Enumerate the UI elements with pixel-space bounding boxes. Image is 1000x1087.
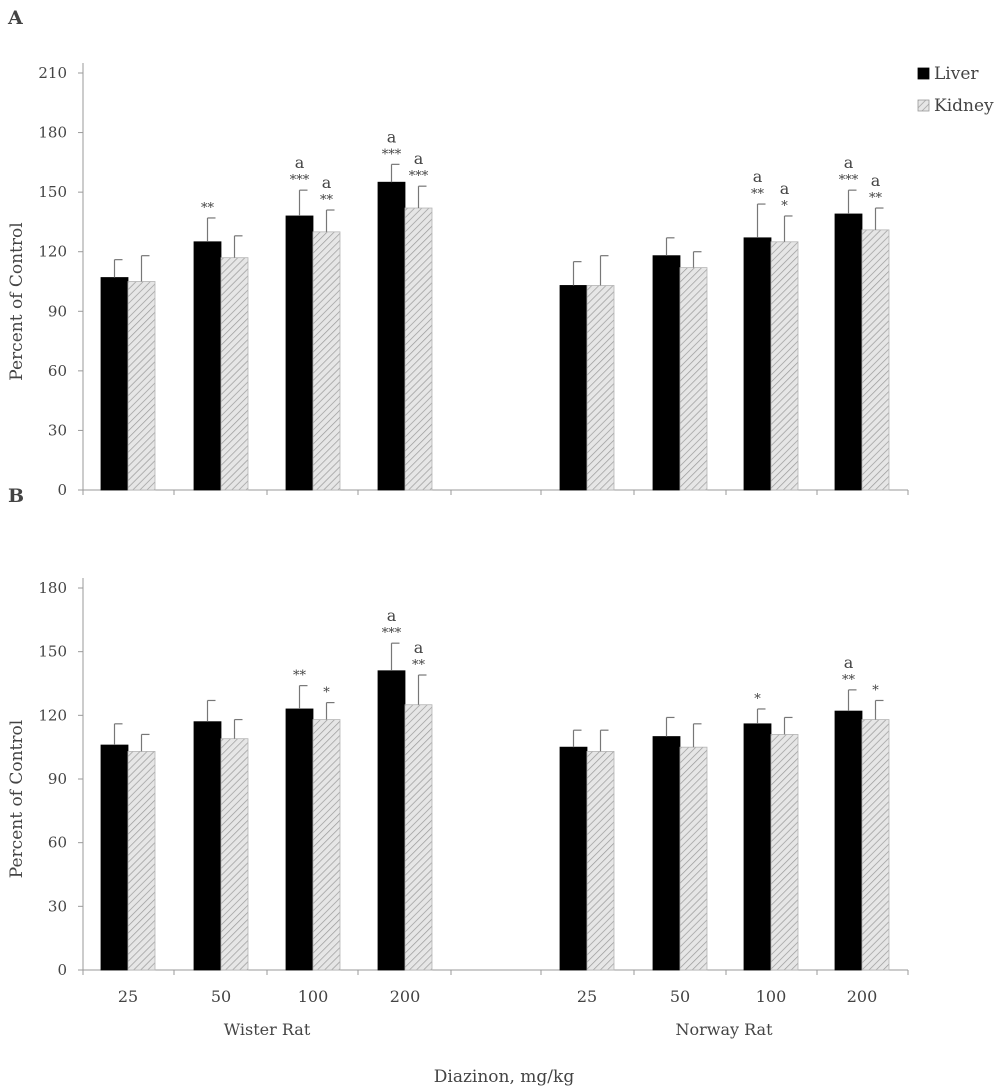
bar-kidney bbox=[312, 719, 341, 971]
group-label-wister: Wister Rat bbox=[224, 1020, 311, 1039]
x-tick-label: 25 bbox=[118, 987, 138, 1006]
significance-stars: * bbox=[781, 199, 788, 214]
x-tick-label: 200 bbox=[847, 987, 878, 1006]
legend-label-kidney: Kidney bbox=[934, 96, 994, 116]
x-tick-label: 100 bbox=[298, 987, 329, 1006]
panel-label: B bbox=[8, 485, 24, 507]
bar-liver bbox=[377, 670, 406, 971]
bar-liver bbox=[100, 744, 129, 971]
bar-kidney bbox=[861, 229, 890, 491]
significance-stars: * bbox=[754, 692, 761, 707]
bar-kidney bbox=[404, 704, 433, 971]
bar-liver bbox=[193, 721, 222, 971]
significance-stars: * bbox=[872, 683, 879, 698]
significance-letter: a bbox=[753, 167, 763, 186]
y-tick-label: 0 bbox=[57, 481, 67, 499]
bar-kidney bbox=[770, 241, 799, 491]
bar-liver bbox=[285, 708, 314, 971]
legend-swatch-liver bbox=[917, 67, 930, 80]
bar-kidney bbox=[861, 719, 890, 971]
y-tick-label: 30 bbox=[48, 421, 67, 439]
bar-kidney bbox=[679, 267, 708, 491]
bar-liver bbox=[834, 710, 863, 971]
significance-stars: ** bbox=[320, 193, 334, 208]
significance-letter: a bbox=[780, 179, 790, 198]
y-tick-label: 60 bbox=[48, 362, 67, 380]
x-axis-title: Diazinon, mg/kg bbox=[434, 1067, 575, 1087]
significance-letter: a bbox=[844, 153, 854, 172]
significance-stars: *** bbox=[409, 169, 429, 184]
significance-stars: *** bbox=[839, 173, 859, 188]
significance-letter: a bbox=[295, 153, 305, 172]
legend-label-liver: Liver bbox=[934, 64, 979, 84]
significance-stars: ** bbox=[412, 658, 426, 673]
bar-liver bbox=[193, 241, 222, 491]
bar-liver bbox=[834, 213, 863, 491]
bar-kidney bbox=[586, 751, 615, 971]
panel-label: A bbox=[7, 7, 23, 29]
significance-stars: ** bbox=[293, 669, 307, 684]
y-tick-label: 150 bbox=[38, 643, 67, 661]
bar-kidney bbox=[770, 734, 799, 971]
significance-letter: a bbox=[414, 638, 424, 657]
bar-kidney bbox=[220, 738, 249, 971]
y-tick-label: 210 bbox=[38, 64, 67, 82]
group-label-norway: Norway Rat bbox=[675, 1020, 773, 1039]
bar-liver bbox=[652, 736, 681, 971]
y-axis-title: Percent of Control bbox=[7, 222, 27, 380]
y-axis-title: Percent of Control bbox=[7, 720, 27, 878]
bar-kidney bbox=[312, 231, 341, 491]
y-tick-label: 120 bbox=[38, 706, 67, 724]
significance-letter: a bbox=[387, 606, 397, 625]
y-tick-label: 90 bbox=[48, 770, 67, 788]
bar-liver bbox=[652, 255, 681, 491]
x-tick-label: 100 bbox=[756, 987, 787, 1006]
y-tick-label: 30 bbox=[48, 897, 67, 915]
x-tick-label: 50 bbox=[211, 987, 231, 1006]
significance-letter: a bbox=[414, 149, 424, 168]
significance-letter: a bbox=[322, 173, 332, 192]
significance-stars: *** bbox=[382, 626, 402, 641]
bar-kidney bbox=[220, 257, 249, 491]
bar-liver bbox=[559, 285, 588, 491]
bar-kidney bbox=[127, 281, 156, 491]
significance-stars: ** bbox=[869, 191, 883, 206]
y-tick-label: 180 bbox=[38, 124, 67, 142]
significance-letter: a bbox=[871, 171, 881, 190]
significance-stars: ** bbox=[751, 187, 765, 202]
bar-liver bbox=[377, 181, 406, 491]
bar-kidney bbox=[127, 751, 156, 971]
significance-letter: a bbox=[387, 127, 397, 146]
legend-swatch-kidney bbox=[917, 99, 930, 112]
y-tick-label: 150 bbox=[38, 183, 67, 201]
bar-kidney bbox=[586, 285, 615, 491]
x-tick-label: 25 bbox=[577, 987, 597, 1006]
legend: Liver Kidney bbox=[917, 64, 994, 116]
bar-liver bbox=[285, 215, 314, 491]
significance-stars: ** bbox=[201, 201, 215, 216]
y-tick-label: 180 bbox=[38, 579, 67, 597]
bar-liver bbox=[559, 746, 588, 971]
bar-kidney bbox=[404, 207, 433, 491]
x-tick-label: 200 bbox=[390, 987, 421, 1006]
y-tick-label: 90 bbox=[48, 302, 67, 320]
significance-stars: *** bbox=[382, 147, 402, 162]
significance-stars: ** bbox=[842, 673, 856, 688]
significance-stars: * bbox=[323, 686, 330, 701]
significance-stars: *** bbox=[290, 173, 310, 188]
bar-liver bbox=[100, 277, 129, 491]
y-tick-label: 0 bbox=[57, 961, 67, 979]
bar-liver bbox=[743, 723, 772, 971]
y-tick-label: 60 bbox=[48, 834, 67, 852]
y-tick-label: 120 bbox=[38, 243, 67, 261]
bar-liver bbox=[743, 237, 772, 491]
significance-letter: a bbox=[844, 653, 854, 672]
x-tick-label: 50 bbox=[670, 987, 690, 1006]
bar-kidney bbox=[679, 746, 708, 971]
